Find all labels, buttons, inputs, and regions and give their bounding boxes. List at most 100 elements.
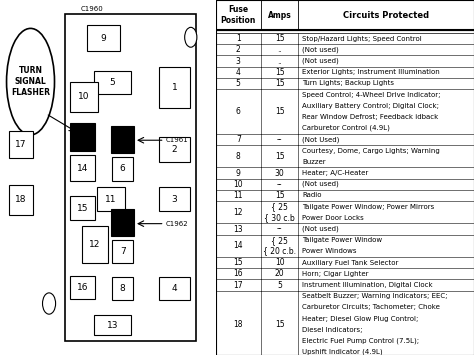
Text: Horn; Cigar Lighter: Horn; Cigar Lighter <box>302 271 369 277</box>
Text: 2: 2 <box>172 145 177 154</box>
Text: 17: 17 <box>15 140 27 149</box>
Bar <box>94 315 131 335</box>
Text: 4: 4 <box>172 284 177 293</box>
Text: 14: 14 <box>77 164 88 173</box>
Text: Rear Window Defrost; Feedback idback: Rear Window Defrost; Feedback idback <box>302 114 438 120</box>
Text: 6: 6 <box>120 164 126 174</box>
Text: Power Door Locks: Power Door Locks <box>302 215 364 221</box>
Text: 15: 15 <box>275 191 284 200</box>
Bar <box>111 126 134 153</box>
Text: 10: 10 <box>78 92 90 101</box>
Text: 20: 20 <box>275 269 284 278</box>
Text: (Not used): (Not used) <box>302 226 339 232</box>
Text: Tailgate Power Window: Tailgate Power Window <box>302 237 383 243</box>
Bar <box>94 71 131 94</box>
Bar <box>97 187 125 211</box>
Text: Buzzer: Buzzer <box>302 159 326 165</box>
Text: 15: 15 <box>275 320 284 329</box>
Bar <box>87 25 120 51</box>
Text: 9: 9 <box>236 169 241 178</box>
Bar <box>70 196 95 220</box>
Text: (Not used): (Not used) <box>302 58 339 64</box>
Bar <box>111 209 134 236</box>
Text: TURN
SIGNAL
FLASHER: TURN SIGNAL FLASHER <box>11 66 50 97</box>
Text: { 25
{ 20 c.b.: { 25 { 20 c.b. <box>263 236 296 256</box>
Text: Courtesy, Dome, Cargo Lights; Warning: Courtesy, Dome, Cargo Lights; Warning <box>302 148 440 154</box>
Text: 3: 3 <box>236 56 241 66</box>
Bar <box>65 14 196 341</box>
Text: ..: .. <box>277 45 282 54</box>
Text: (Not used): (Not used) <box>302 47 339 53</box>
Bar <box>159 277 190 300</box>
Text: 15: 15 <box>275 152 284 161</box>
Text: 13: 13 <box>107 321 118 330</box>
Text: 5: 5 <box>109 78 115 87</box>
Text: 14: 14 <box>234 241 243 250</box>
Text: 15: 15 <box>234 258 243 267</box>
Text: Upshift Indicator (4.9L): Upshift Indicator (4.9L) <box>302 349 383 355</box>
Bar <box>159 67 190 108</box>
Bar <box>112 157 133 181</box>
Text: ..: .. <box>277 56 282 66</box>
Text: --: -- <box>277 224 283 234</box>
Text: Carburetor Circuits; Tachometer; Choke: Carburetor Circuits; Tachometer; Choke <box>302 305 440 310</box>
Bar <box>9 185 33 215</box>
Ellipse shape <box>7 28 55 135</box>
Bar <box>70 123 95 151</box>
Text: 17: 17 <box>234 280 243 290</box>
Text: 6: 6 <box>236 107 241 116</box>
Text: 1: 1 <box>236 34 241 43</box>
Text: 12: 12 <box>89 240 100 249</box>
Text: Amps: Amps <box>268 11 292 20</box>
Text: Radio: Radio <box>302 192 322 198</box>
Text: Instrument Illumination, Digital Clock: Instrument Illumination, Digital Clock <box>302 282 433 288</box>
Text: Heater; A/C-Heater: Heater; A/C-Heater <box>302 170 368 176</box>
Text: 10: 10 <box>275 258 284 267</box>
Text: Turn Lights; Backup Lights: Turn Lights; Backup Lights <box>302 81 394 86</box>
Text: C1962: C1962 <box>166 221 188 226</box>
Text: 13: 13 <box>234 224 243 234</box>
Text: Heater; Diesel Glow Plug Control;: Heater; Diesel Glow Plug Control; <box>302 316 419 322</box>
Text: 30: 30 <box>275 169 284 178</box>
Text: 8: 8 <box>236 152 241 161</box>
Bar <box>70 82 98 112</box>
Bar <box>9 131 33 158</box>
Text: 4: 4 <box>236 68 241 77</box>
Text: Auxiliary Fuel Tank Selector: Auxiliary Fuel Tank Selector <box>302 260 399 266</box>
Text: 16: 16 <box>77 283 88 292</box>
Text: Circuits Protected: Circuits Protected <box>343 11 429 20</box>
Text: 2: 2 <box>236 45 241 54</box>
Bar <box>82 226 108 263</box>
Text: 7: 7 <box>236 135 241 144</box>
Bar <box>216 0 474 30</box>
Text: 15: 15 <box>275 68 284 77</box>
Text: Stop/Hazard Lights; Speed Control: Stop/Hazard Lights; Speed Control <box>302 36 422 42</box>
Text: 15: 15 <box>275 107 284 116</box>
Text: 12: 12 <box>234 208 243 217</box>
Bar <box>70 276 95 299</box>
Text: 1: 1 <box>172 83 177 92</box>
Text: --: -- <box>277 135 283 144</box>
Text: 15: 15 <box>77 203 88 213</box>
Text: Electric Fuel Pump Control (7.5L);: Electric Fuel Pump Control (7.5L); <box>302 338 419 344</box>
Text: 7: 7 <box>120 247 126 256</box>
Bar <box>159 137 190 162</box>
Text: Carburetor Control (4.9L): Carburetor Control (4.9L) <box>302 125 390 131</box>
Text: 3: 3 <box>172 195 177 204</box>
Text: Fuse
Position: Fuse Position <box>220 5 256 25</box>
Text: Diesel Indicators;: Diesel Indicators; <box>302 327 363 333</box>
Bar <box>159 187 190 211</box>
Text: Speed Control; 4-Wheel Drive Indicator;: Speed Control; 4-Wheel Drive Indicator; <box>302 92 441 98</box>
Text: 10: 10 <box>234 180 243 189</box>
Text: 9: 9 <box>100 34 107 43</box>
Text: C1960: C1960 <box>80 6 103 12</box>
Text: { 25
{ 30 c.b: { 25 { 30 c.b <box>264 203 295 222</box>
Text: 11: 11 <box>234 191 243 200</box>
Text: 11: 11 <box>105 195 117 204</box>
Text: 5: 5 <box>236 79 241 88</box>
Text: 15: 15 <box>275 79 284 88</box>
Text: 15: 15 <box>275 34 284 43</box>
Text: Power Windows: Power Windows <box>302 248 357 255</box>
Text: (Not Used): (Not Used) <box>302 136 339 143</box>
Text: 16: 16 <box>234 269 243 278</box>
